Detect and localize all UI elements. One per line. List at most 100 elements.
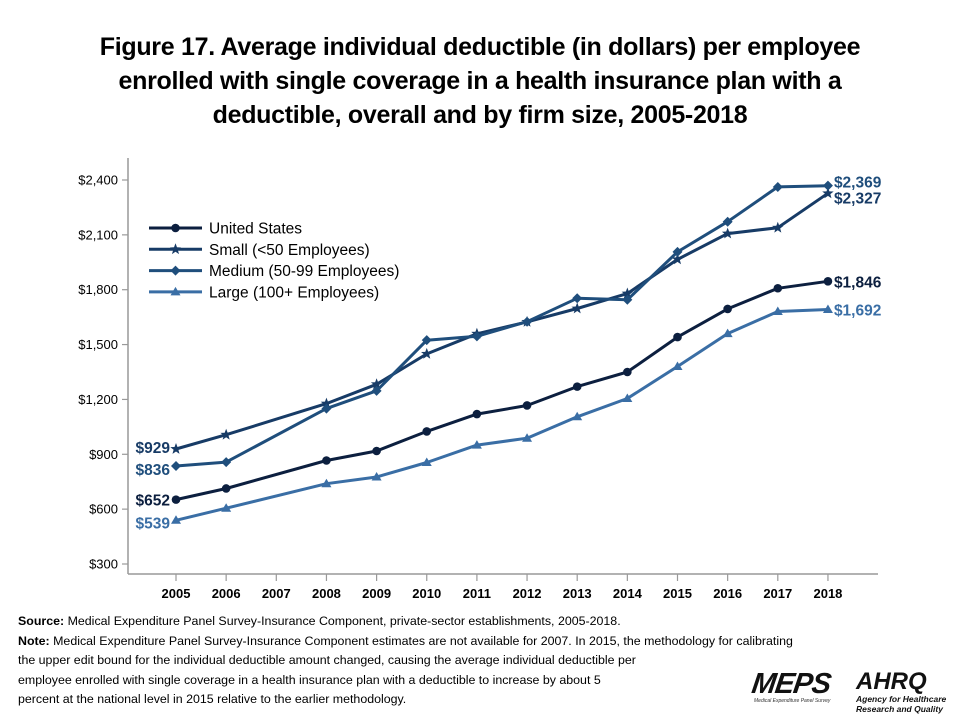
y-tick-label: $1,800: [78, 282, 118, 297]
x-tick-label: 2005: [162, 586, 191, 601]
x-tick-label: 2009: [362, 586, 391, 601]
end-data-label: $1,846: [834, 274, 882, 291]
marker-circle: [773, 283, 783, 293]
x-tick-label: 2010: [412, 586, 441, 601]
marker-star: [621, 287, 634, 299]
end-data-label: $2,327: [834, 190, 881, 207]
legend-item: Large (100+ Employees): [149, 284, 379, 301]
marker-circle: [522, 401, 532, 410]
series-line: [175, 279, 829, 502]
marker-circle: [823, 277, 833, 286]
x-tick-label: 2008: [312, 586, 341, 601]
meps-logo: MEPS: [749, 668, 833, 700]
marker-star: [370, 378, 383, 390]
note-line-3: employee enrolled with single coverage i…: [18, 672, 601, 687]
marker-star: [671, 253, 684, 265]
note-line-2: the upper edit bound for the individual …: [18, 653, 636, 667]
notes: Source: Medical Expenditure Panel Survey…: [18, 612, 948, 710]
marker-circle: [673, 332, 682, 342]
title-line-1: Figure 17. Average individual deductible…: [99, 33, 861, 61]
legend-item: Medium (50-99 Employees): [149, 263, 399, 280]
y-tick-label: $2,400: [78, 173, 118, 188]
ahrq-logo: AHRQ: [856, 668, 927, 695]
x-tick-label: 2011: [463, 586, 491, 601]
legend-label: Small (<50 Employees): [209, 242, 370, 259]
legend-item: United States: [149, 221, 302, 238]
logos: MEPS Medical Expenditure Panel Survey AH…: [749, 668, 952, 718]
marker-triangle: [371, 471, 382, 481]
marker-diamond: [221, 457, 232, 468]
note-line-4: percent at the national level in 2015 re…: [18, 692, 407, 706]
x-tick-label: 2007: [262, 586, 291, 601]
marker-circle: [422, 427, 432, 436]
marker-star: [822, 187, 834, 199]
marker-star: [421, 347, 433, 359]
legend-item: Small (<50 Employees): [149, 242, 370, 259]
x-tick-label: 2013: [563, 586, 592, 601]
marker-diamond: [471, 331, 482, 342]
marker-triangle: [321, 478, 332, 488]
marker-diamond: [170, 265, 181, 276]
source-text: Medical Expenditure Panel Survey-Insuran…: [64, 614, 621, 628]
legend-label: United States: [209, 221, 302, 238]
marker-diamond: [371, 385, 382, 396]
marker-diamond: [672, 246, 683, 257]
y-tick-label: $900: [89, 447, 118, 462]
series-line: [175, 308, 828, 522]
x-tick-label: 2006: [212, 586, 241, 601]
meps-logo-subtitle: Medical Expenditure Panel Survey: [754, 698, 831, 704]
x-tick-label: 2015: [663, 586, 692, 601]
marker-circle: [572, 382, 582, 391]
end-data-label: $2,369: [834, 175, 882, 192]
x-tick-label: 2016: [713, 586, 742, 601]
marker-triangle: [822, 304, 833, 313]
x-tick-label: 2014: [613, 586, 643, 601]
series-group: $652 $1,846 $929 $2,327 $836 $2,369 $539 $1,692: [136, 175, 882, 533]
marker-diamond: [772, 181, 783, 192]
marker-circle: [322, 456, 331, 465]
marker-diamond: [822, 180, 833, 191]
marker-triangle: [170, 286, 181, 296]
y-tick-label: $2,100: [78, 227, 118, 242]
series-united-states: $652 $1,846: [136, 274, 882, 509]
axes: [127, 158, 878, 575]
note-text-1: Medical Expenditure Panel Survey-Insuran…: [49, 633, 793, 648]
start-data-label: $836: [136, 462, 171, 479]
marker-triangle: [772, 306, 783, 315]
marker-diamond: [722, 216, 733, 227]
start-data-label: $929: [136, 440, 171, 457]
line-chart: $300 $600 $900 $1,200 $1,500 $1,800 $2,100 $2,4…: [78, 158, 882, 601]
y-tick-label: $1,500: [78, 337, 118, 352]
marker-diamond: [522, 316, 533, 327]
end-data-label: $1,692: [834, 302, 881, 319]
marker-star: [772, 221, 784, 233]
marker-diamond: [572, 293, 583, 304]
marker-diamond: [622, 294, 633, 305]
marker-triangle: [722, 328, 733, 338]
y-tick-label: $1,200: [78, 392, 118, 407]
y-axis-ticks: $300 $600 $900 $1,200 $1,500 $1,800 $2,100 $2,4…: [78, 173, 128, 572]
start-data-label: $652: [136, 493, 170, 510]
ahrq-subtitle-line-1: Agency for Healthcare: [856, 694, 947, 704]
marker-star: [721, 227, 734, 239]
chart-title: Figure 17. Average individual deductible…: [0, 30, 960, 132]
marker-circle: [372, 446, 381, 456]
marker-triangle: [421, 457, 432, 467]
marker-circle: [171, 223, 180, 233]
marker-diamond: [421, 335, 432, 346]
y-tick-label: $300: [89, 557, 118, 572]
marker-star: [170, 442, 182, 454]
note-line-1: Note: Medical Expenditure Panel Survey-I…: [18, 632, 948, 652]
marker-star: [571, 302, 583, 314]
x-axis-ticks: 2005 2006 2007 2008 2009 2010 2011 2012 2013 2014…: [162, 574, 842, 601]
legend-label: Medium (50-99 Employees): [209, 263, 399, 280]
marker-star: [320, 397, 333, 409]
note-label: Note:: [18, 633, 50, 648]
y-tick-label: $600: [89, 502, 118, 517]
marker-triangle: [471, 440, 482, 449]
start-data-label: $539: [136, 515, 171, 532]
legend-label: Large (100+ Employees): [209, 284, 379, 301]
marker-triangle: [572, 411, 583, 421]
marker-triangle: [622, 393, 633, 403]
source-label: Source:: [18, 614, 65, 628]
